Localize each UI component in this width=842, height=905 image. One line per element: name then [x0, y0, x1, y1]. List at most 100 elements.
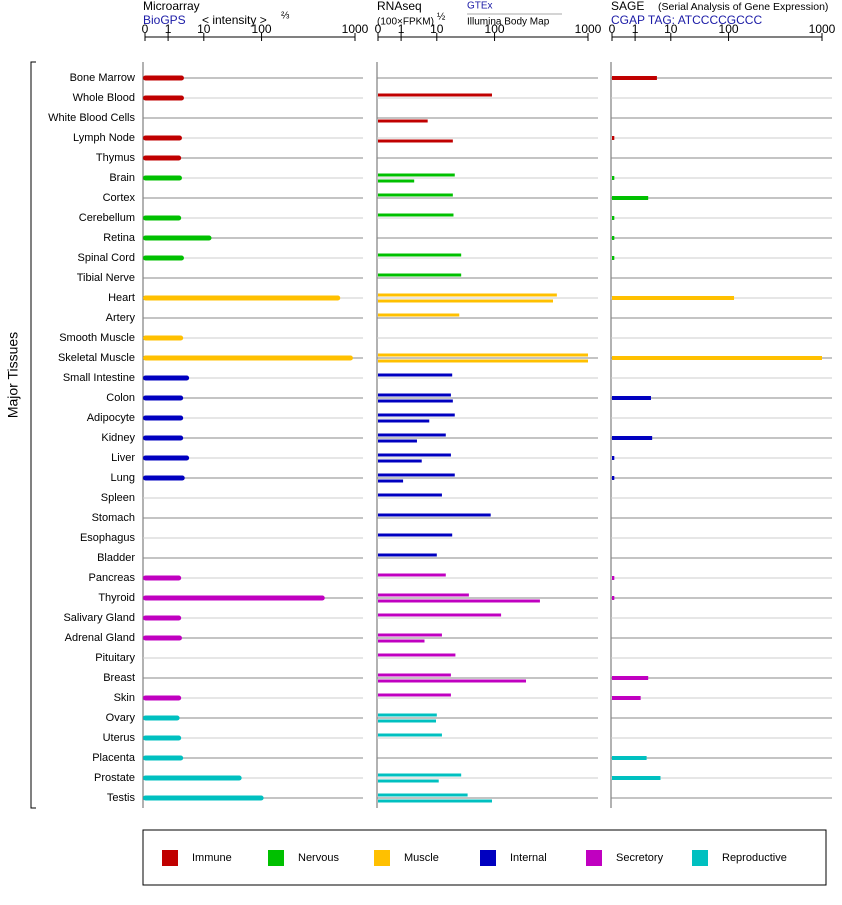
category-label: Esophagus: [80, 532, 136, 544]
category-label: Salivary Gland: [63, 612, 135, 624]
bar: [143, 435, 184, 441]
x-tick-label: 100: [252, 22, 272, 36]
x-tick-label: 1: [398, 22, 405, 36]
bar: [378, 479, 404, 483]
bar: [378, 453, 451, 457]
bar: [378, 779, 439, 783]
bar: [378, 693, 451, 697]
bar: [378, 573, 446, 577]
category-label: Colon: [106, 392, 135, 404]
bar: [378, 299, 554, 303]
bar: [378, 393, 451, 397]
bar: [143, 135, 182, 141]
category-label: Spleen: [101, 492, 135, 504]
bar: [143, 595, 325, 601]
bar: [612, 436, 653, 440]
bar: [143, 235, 212, 241]
bar: [378, 733, 442, 737]
series-name: Illumina Body Map: [467, 17, 550, 28]
bar: [143, 95, 184, 101]
bar: [143, 635, 182, 641]
bar: [378, 593, 469, 597]
bar: [378, 119, 428, 123]
bar: [378, 313, 460, 317]
bar: [612, 456, 615, 460]
y-axis-label: Major Tissues: [5, 332, 21, 418]
bar: [378, 413, 455, 417]
bar: [143, 695, 182, 701]
bar: [378, 173, 455, 177]
category-label: Ovary: [106, 712, 136, 724]
bar: [143, 455, 190, 461]
series-name: GTEx: [467, 1, 493, 12]
category-label: Uterus: [103, 732, 136, 744]
x-tick-label: 0: [375, 22, 382, 36]
bar: [143, 255, 184, 261]
bar: [612, 756, 647, 760]
bar: [143, 735, 182, 741]
x-tick-label: 0: [142, 22, 149, 36]
bar: [378, 639, 425, 643]
category-label: Adrenal Gland: [65, 632, 135, 644]
category-label: Smooth Muscle: [59, 332, 135, 344]
x-tick-label: 100: [719, 22, 739, 36]
legend-label: Internal: [510, 852, 547, 864]
bar: [612, 776, 661, 780]
category-label: Bladder: [97, 552, 135, 564]
bar: [378, 653, 456, 657]
category-label: Testis: [107, 792, 136, 804]
bar: [143, 475, 185, 481]
category-label: Stomach: [92, 512, 135, 524]
category-label: Skin: [114, 692, 135, 704]
bar: [612, 196, 649, 200]
bar: [612, 256, 615, 260]
bar: [378, 799, 492, 803]
bar: [378, 459, 422, 463]
axis-label-power: ½: [437, 12, 446, 23]
x-tick-label: 1: [632, 22, 639, 36]
x-tick-label: 10: [430, 22, 444, 36]
axis-label-power: ⅔: [281, 11, 290, 22]
legend-swatch: [692, 850, 708, 866]
category-label: Bone Marrow: [70, 72, 135, 84]
bar: [378, 139, 453, 143]
legend-swatch: [162, 850, 178, 866]
category-label: Placenta: [92, 752, 136, 764]
bar: [378, 553, 437, 557]
bar: [378, 633, 442, 637]
bar: [378, 179, 415, 183]
bar: [143, 795, 264, 801]
panel-title: Microarray: [143, 0, 200, 13]
bar: [378, 473, 455, 477]
source: CGAP TAG: ATCCCCGCCC: [611, 13, 762, 27]
bar: [378, 713, 437, 717]
bar: [143, 375, 190, 381]
category-label: Skeletal Muscle: [58, 352, 135, 364]
bar: [143, 75, 184, 81]
x-tick-label: 10: [664, 22, 678, 36]
bar: [378, 773, 462, 777]
bar: [378, 793, 468, 797]
category-label: Liver: [111, 452, 135, 464]
category-label: Small Intestine: [63, 372, 135, 384]
bar: [378, 719, 437, 723]
bracket: [30, 61, 36, 809]
legend-box: [142, 829, 827, 886]
panel-subtitle: (Serial Analysis of Gene Expression): [658, 1, 828, 13]
bar: [612, 596, 615, 600]
x-tick-label: 1000: [809, 22, 836, 36]
bar: [378, 399, 453, 403]
bar: [378, 373, 453, 377]
bar: [378, 293, 557, 297]
bar: [612, 476, 615, 480]
bar: [378, 213, 454, 217]
category-label: Whole Blood: [73, 92, 135, 104]
bar: [143, 715, 180, 721]
category-label: Heart: [108, 292, 135, 304]
bar: [612, 76, 657, 80]
panel-title: SAGE: [611, 0, 644, 13]
bar: [378, 433, 446, 437]
bar: [378, 513, 491, 517]
bar: [612, 296, 735, 300]
bar: [378, 673, 451, 677]
